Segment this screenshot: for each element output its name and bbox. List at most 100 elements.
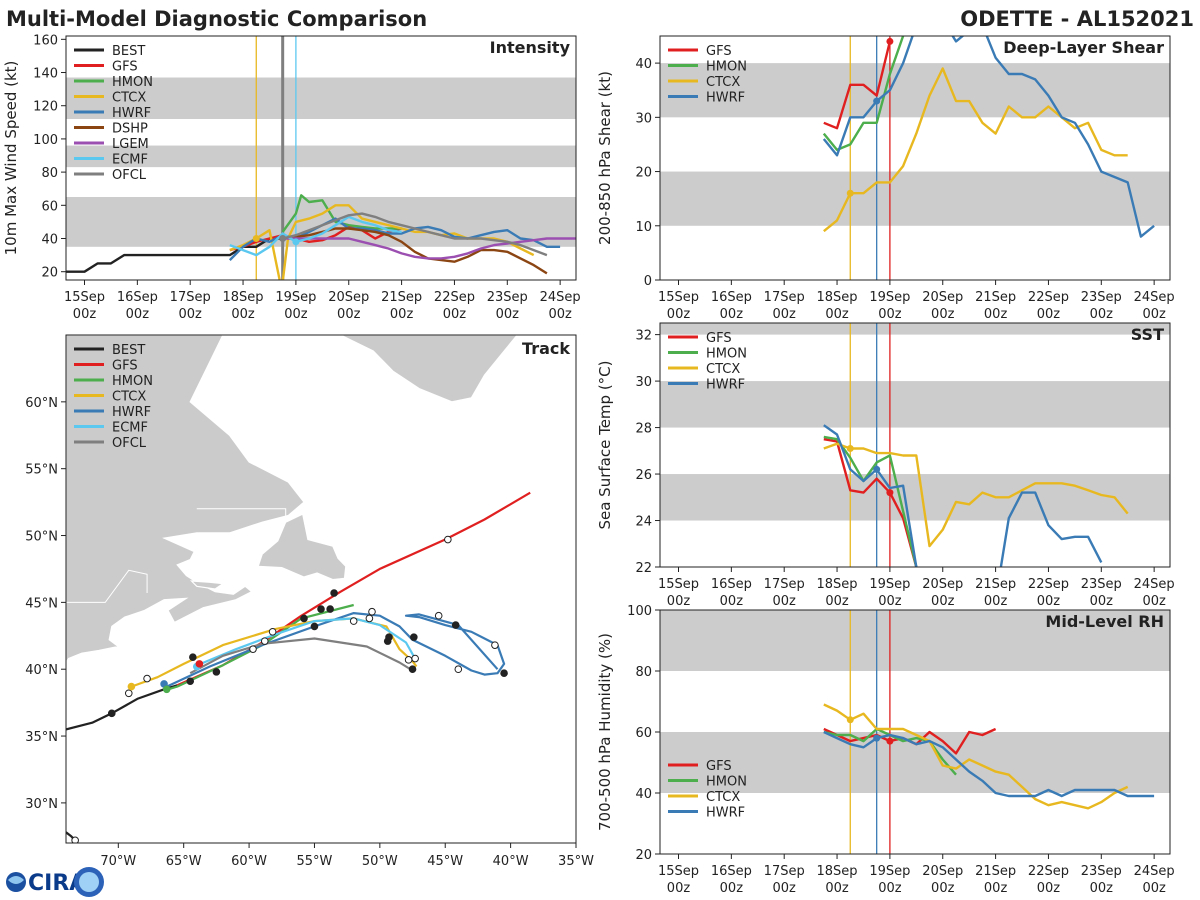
track-legend-label-ofcl: OFCL (112, 436, 147, 451)
rh-legend-label-ctcx: CTCX (706, 790, 740, 805)
rh-ytick-label: 80 (635, 665, 652, 680)
rh-xtick-label: 00z (931, 881, 955, 896)
intensity-xtick-label: 18Sep (223, 290, 264, 305)
track-marker-best (330, 589, 338, 597)
track-xtick-label: 65°W (166, 854, 202, 869)
sst-legend-label-hmon: HMON (706, 347, 747, 362)
sst-init-marker-gfs (886, 489, 894, 497)
sst-xtick-label: 24Sep (1134, 577, 1175, 592)
track-legend-label-ecmf: ECMF (112, 421, 148, 436)
pei-landmass (189, 580, 225, 590)
track-marker-best (383, 637, 392, 645)
intensity-ytick-label: 80 (41, 166, 58, 181)
intensity-legend-label-gfs: GFS (112, 60, 138, 75)
shear-xtick-label: 17Sep (764, 290, 805, 305)
track-marker-best (124, 689, 133, 698)
rh-xtick-label: 20Sep (922, 864, 963, 879)
track-frame (65, 334, 577, 844)
sst-xtick-label: 00z (720, 594, 744, 609)
shear-xtick-label: 16Sep (711, 290, 752, 305)
sst-ytick-label: 30 (635, 375, 652, 390)
intensity-band-2 (66, 77, 576, 119)
sst-series-hwrf (823, 424, 918, 567)
track-xtick-label: 45°W (427, 854, 463, 869)
labrador-border-line (196, 508, 287, 517)
sst-xtick-label: 18Sep (817, 577, 858, 592)
shear-ylabel: 200-850 hPa Shear (kt) (596, 71, 614, 245)
track-xtick-label: 60°W (231, 854, 267, 869)
rh-series-ctcx (823, 703, 1129, 810)
shear-xtick-label: 00z (1142, 307, 1166, 322)
sst-title: SST (1131, 325, 1164, 344)
shear-xtick-label: 15Sep (658, 290, 699, 305)
intensity-xtick-label: 00z (337, 307, 361, 322)
track-ytick-label: 35°N (25, 730, 58, 745)
rh-panel: 20 40 60 80 100 15Sep 00z 16Sep 00z 17Sep 00z 18Sep… (596, 604, 1175, 896)
intensity-series-ecmf (229, 215, 402, 257)
shear-init-marker-hwrf (873, 97, 881, 105)
track-marker-best (408, 665, 417, 674)
sst-ylabel: Sea Surface Temp (°C) (596, 360, 614, 529)
sst-xtick-label: 00z (825, 594, 849, 609)
track-legend-label-gfs: GFS (112, 359, 138, 374)
track-ytick-label: 40°N (25, 663, 58, 678)
sst-xtick-label: 00z (1037, 594, 1061, 609)
track-marker-best (491, 641, 499, 649)
intensity-ytick-label: 140 (33, 67, 58, 82)
storm-id-title: ODETTE - AL152021 (960, 7, 1194, 31)
track-ytick-label: 55°N (25, 463, 58, 478)
rh-xtick-label: 22Sep (1028, 864, 1069, 879)
track-marker-best (71, 836, 79, 843)
sst-ytick-label: 22 (635, 561, 652, 576)
figure-title: Multi-Model Diagnostic Comparison (6, 7, 427, 31)
intensity-xtick-label: 00z (73, 307, 97, 322)
intensity-legend-label-ctcx: CTCX (112, 91, 146, 106)
intensity-xtick-label: 00z (548, 307, 572, 322)
sst-ytick-label: 32 (635, 329, 652, 344)
shear-xtick-label: 20Sep (922, 290, 963, 305)
rh-xtick-label: 17Sep (764, 864, 805, 879)
cira-logo: CIRA (6, 867, 104, 897)
track-xtick-label: 70°W (100, 854, 136, 869)
shear-ytick-label: 0 (644, 274, 652, 289)
shear-init-marker-gfs (886, 37, 894, 45)
track-marker-gfs (195, 660, 204, 668)
north-america-landmass (66, 335, 305, 664)
sst-frame (659, 322, 1171, 568)
sst-band-0 (660, 474, 1170, 521)
rh-xtick-label: 00z (1090, 881, 1114, 896)
shear-xtick-label: 00z (1037, 307, 1061, 322)
sst-band-1 (660, 381, 1170, 428)
newfoundland-landmass (257, 513, 347, 581)
shear-ytick-label: 20 (635, 166, 652, 181)
sst-xtick-label: 00z (773, 594, 797, 609)
rh-ytick-label: 100 (627, 604, 652, 619)
track-marker-best (260, 637, 269, 645)
sst-xtick-label: 22Sep (1028, 577, 1069, 592)
sst-xtick-label: 20Sep (922, 577, 963, 592)
sst-legend-label-gfs: GFS (706, 331, 732, 346)
globe-highlight (8, 876, 24, 884)
intensity-xtick-label: 00z (231, 307, 255, 322)
sst-ytick-label: 28 (635, 422, 652, 437)
track-marker-best (107, 709, 116, 718)
track-panel: 70°W 65°W 60°W 55°W 50°W 45°W 40°W 35°W 30°N 35°N… (25, 334, 594, 869)
rh-xtick-label: 00z (720, 881, 744, 896)
track-marker-best (326, 605, 334, 613)
shear-frame (659, 35, 1171, 281)
intensity-legend-label-dshp: DSHP (112, 122, 148, 137)
intensity-legend-label-best: BEST (112, 44, 145, 59)
track-xtick-label: 50°W (362, 854, 398, 869)
intensity-ytick-label: 120 (33, 100, 58, 115)
shear-band-0 (660, 171, 1170, 226)
rh-plot-area (660, 610, 1170, 854)
shear-panel: 0 10 20 30 40 15Sep 00z 16Sep 00z 17Sep 00z 18Sep 00… (596, 35, 1175, 322)
sst-init-marker-ctcx (846, 444, 854, 452)
sst-band-2 (660, 323, 1170, 335)
rh-title: Mid-Level RH (1045, 612, 1164, 631)
rh-xtick-label: 00z (667, 881, 691, 896)
shear-plot-area (660, 36, 1170, 280)
rh-xtick-label: 19Sep (869, 864, 910, 879)
intensity-xtick-label: 23Sep (487, 290, 528, 305)
sst-xtick-label: 17Sep (764, 577, 805, 592)
